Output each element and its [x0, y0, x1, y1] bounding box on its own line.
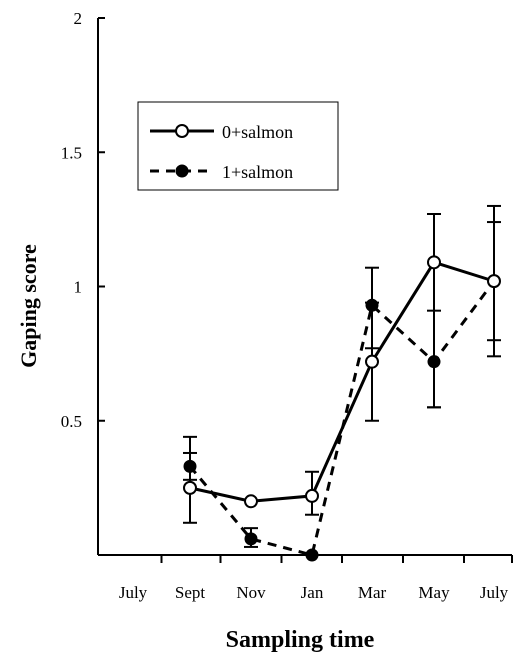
- x-tick-label: July: [480, 583, 509, 602]
- x-axis-title: Sampling time: [226, 627, 375, 653]
- legend-label-1plus: 1+salmon: [222, 162, 293, 182]
- legend-label-0plus: 0+salmon: [222, 122, 293, 142]
- data-point: [305, 488, 319, 503]
- data-point: [305, 548, 319, 562]
- x-ticks: July Sept Nov Jan Mar May July: [119, 555, 513, 602]
- data-point: [183, 480, 197, 495]
- x-tick-label: July: [119, 583, 148, 602]
- data-point: [244, 494, 258, 509]
- series-line: [188, 280, 496, 557]
- x-tick-label: Nov: [236, 583, 266, 602]
- x-tick-label: Sept: [175, 583, 206, 602]
- data-point: [427, 255, 441, 270]
- legend-marker-0plus: [175, 124, 189, 138]
- series-1plus-salmon: [183, 221, 501, 562]
- legend-marker-1plus: [175, 164, 189, 178]
- legend: 0+salmon 1+salmon: [137, 101, 339, 191]
- legend-box: [137, 101, 339, 191]
- y-tick-label: 1.5: [61, 143, 82, 162]
- y-tick-label: 0.5: [61, 412, 82, 431]
- y-axis-title: Gaping score: [16, 244, 41, 368]
- series-0plus-salmon: [183, 204, 501, 524]
- y-ticks: 0.5 1 1.5 2: [61, 9, 105, 431]
- y-tick-label: 2: [74, 9, 83, 28]
- series-line: [189, 260, 495, 503]
- y-tick-label: 1: [74, 278, 83, 297]
- data-point: [487, 274, 501, 289]
- x-tick-label: Jan: [301, 583, 324, 602]
- x-tick-label: May: [418, 583, 450, 602]
- axes: [97, 18, 512, 556]
- x-tick-label: Mar: [358, 583, 387, 602]
- data-point: [365, 354, 379, 369]
- data-point: [244, 532, 258, 546]
- series-layer: [183, 204, 501, 562]
